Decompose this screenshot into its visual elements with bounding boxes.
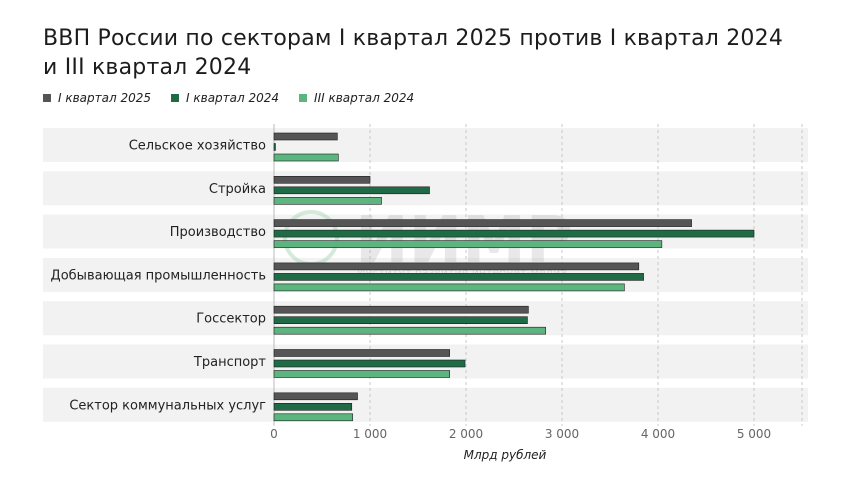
category-label: Госсектор	[196, 312, 266, 327]
bar	[273, 240, 663, 248]
bar	[273, 349, 450, 357]
bar	[273, 132, 338, 141]
chart-legend: I квартал 2025 I квартал 2024 III квартал …	[43, 89, 414, 107]
bar	[273, 370, 450, 378]
legend-item: I квартал 2024	[171, 91, 279, 105]
x-tick-label: 4 000	[641, 427, 675, 441]
bar	[273, 176, 371, 184]
legend-item: III квартал 2024	[299, 91, 414, 105]
x-tick-label: 1 000	[353, 427, 387, 441]
bar	[273, 359, 466, 368]
bar	[273, 305, 529, 314]
bar	[273, 186, 430, 195]
category-label: Транспорт	[193, 355, 267, 370]
category-label: Сектор коммунальных услуг	[69, 398, 266, 413]
bar	[273, 413, 354, 422]
legend-swatch	[43, 94, 51, 102]
bar	[273, 402, 353, 411]
bar	[273, 219, 692, 227]
x-tick-label: 5 000	[737, 427, 771, 441]
category-label: Сельское хозяйство	[129, 139, 266, 154]
category-band	[43, 128, 808, 162]
bar	[273, 283, 625, 292]
legend-label: III квартал 2024	[314, 91, 415, 105]
category-band	[43, 387, 808, 422]
category-label: Добывающая промышленность	[51, 268, 266, 283]
bar	[273, 153, 339, 162]
bar	[273, 262, 640, 271]
x-tick-label: 2 000	[449, 427, 483, 441]
bar	[273, 273, 644, 281]
x-axis-title: Млрд рублей	[464, 448, 547, 462]
legend-swatch	[299, 94, 308, 102]
category-label: Производство	[170, 225, 266, 240]
bar	[273, 316, 528, 325]
legend-swatch	[171, 94, 180, 102]
x-tick-label: 0	[270, 427, 278, 441]
x-tick-label: 3 000	[545, 427, 579, 441]
chart-title: ВВП России по секторам I квартал 2025 пр…	[43, 26, 784, 80]
bar	[273, 143, 276, 151]
legend-label: I квартал 2024	[186, 91, 280, 105]
legend-item: I квартал 2025	[43, 91, 151, 105]
bar	[273, 197, 382, 205]
bar	[273, 392, 358, 401]
legend-label: I квартал 2025	[58, 91, 152, 105]
bar	[273, 229, 755, 238]
category-label: Стройка	[209, 182, 266, 197]
bar	[273, 326, 546, 335]
